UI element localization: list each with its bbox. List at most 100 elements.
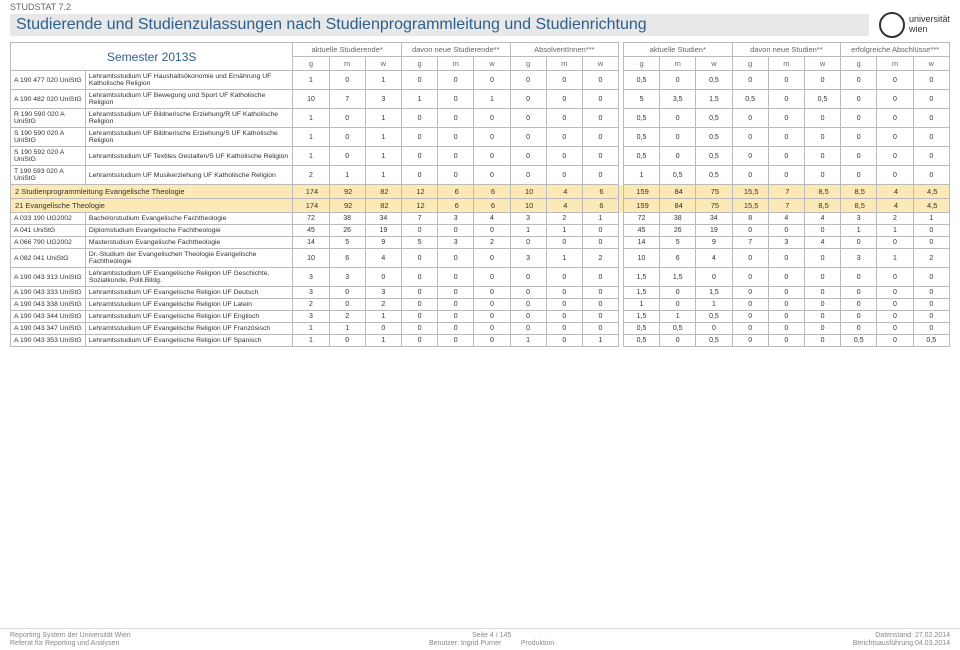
value-cell: 4 [877,185,913,199]
value-cell: 0 [546,71,582,90]
value-cell: 174 [293,185,329,199]
value-cell: 26 [660,225,696,237]
value-cell: 0 [732,299,768,311]
value-cell: 0 [877,147,913,166]
value-cell: 0 [768,147,804,166]
value-cell: 1 [474,90,510,109]
value-cell: 2 [293,299,329,311]
value-cell: 3 [365,90,401,109]
value-cell: 0 [804,128,840,147]
value-cell: 7 [732,237,768,249]
value-cell: 1 [293,128,329,147]
value-cell: 3 [510,213,546,225]
grp-1: davon neue Studierende** [401,43,510,57]
value-cell: 10 [510,199,546,213]
table-row: A 066 790 UG2002Masterstudium Evangelisc… [11,237,950,249]
code-cell: A 041 UniStG [11,225,86,237]
value-cell: 10 [293,90,329,109]
value-cell: 2 [546,213,582,225]
value-cell: 3,5 [660,90,696,109]
value-cell: 4 [768,213,804,225]
value-cell: 34 [696,213,732,225]
value-cell: 0 [474,109,510,128]
value-cell: 0 [401,268,437,287]
value-cell: 0 [660,71,696,90]
value-cell: 26 [329,225,365,237]
sub-head-10: m [660,57,696,71]
value-cell: 9 [696,237,732,249]
value-cell: 0 [877,90,913,109]
value-cell: 1 [329,323,365,335]
page-title: Studierende und Studienzulassungen nach … [10,14,869,36]
table-row: S 190 590 020 A UniStGLehramtsstudium UF… [11,128,950,147]
table-row: S 190 592 020 A UniStGLehramtsstudium UF… [11,147,950,166]
value-cell: 0,5 [696,311,732,323]
value-cell: 0 [510,128,546,147]
value-cell: 0 [732,268,768,287]
value-cell: 9 [365,237,401,249]
footer-r1: Datenstand: 27.02.2014 [853,632,950,639]
table-row: A 082 041 UniStGDr.-Studium der Evangeli… [11,249,950,268]
sub-head-17: w [913,57,949,71]
value-cell: 0 [804,268,840,287]
value-cell: 0 [732,166,768,185]
desc-cell: Diplomstudium Evangelische Fachtheologie [85,225,293,237]
semester-cell: Semester 2013S [11,43,293,71]
value-cell: 2 [474,237,510,249]
value-cell: 0 [438,225,474,237]
value-cell: 45 [293,225,329,237]
value-cell: 1 [546,225,582,237]
value-cell: 0 [804,109,840,128]
value-cell: 10 [510,185,546,199]
value-cell: 0 [768,311,804,323]
value-cell: 0 [474,128,510,147]
value-cell: 0 [474,299,510,311]
value-cell: 1 [365,335,401,347]
value-cell: 0 [877,128,913,147]
footer-l1: Reporting System der Universität Wien [10,632,131,639]
value-cell: 0 [768,109,804,128]
sub-head-13: m [768,57,804,71]
value-cell: 0 [804,287,840,299]
code-cell: A 190 043 353 UniStG [11,335,86,347]
footer-right: Datenstand: 27.02.2014 Berichtsausführun… [853,632,950,647]
value-cell: 0 [401,311,437,323]
value-cell: 4,5 [913,185,949,199]
value-cell: 0 [329,109,365,128]
value-cell: 3 [510,249,546,268]
value-cell: 1 [877,249,913,268]
value-cell: 0 [841,299,877,311]
value-cell: 3 [329,268,365,287]
desc-cell: Lehramtsstudium UF Evangelische Religion… [85,335,293,347]
value-cell: 0 [546,323,582,335]
value-cell: 0 [401,287,437,299]
value-cell: 1 [329,166,365,185]
value-cell: 0 [510,237,546,249]
value-cell: 0,5 [660,323,696,335]
logo-line2: wien [909,25,950,35]
value-cell: 0 [732,128,768,147]
value-cell: 0 [582,109,618,128]
footer-m2-b: Produktion [521,640,554,647]
value-cell: 0 [582,323,618,335]
value-cell: 0,5 [623,323,659,335]
value-cell: 0 [913,128,949,147]
value-cell: 8,5 [804,199,840,213]
code-cell: A 190 043 347 UniStG [11,323,86,335]
value-cell: 4 [546,185,582,199]
value-cell: 0 [913,299,949,311]
value-cell: 6 [474,185,510,199]
value-cell: 174 [293,199,329,213]
value-cell: 0 [329,128,365,147]
value-cell: 0 [474,323,510,335]
value-cell: 0 [913,90,949,109]
value-cell: 0 [510,323,546,335]
value-cell: 0 [768,323,804,335]
value-cell: 1,5 [696,90,732,109]
value-cell: 84 [660,185,696,199]
grp-2: AbsolventInnen*** [510,43,619,57]
value-cell: 0 [401,147,437,166]
code-cell: A 190 043 338 UniStG [11,299,86,311]
value-cell: 7 [768,185,804,199]
value-cell: 0 [401,299,437,311]
